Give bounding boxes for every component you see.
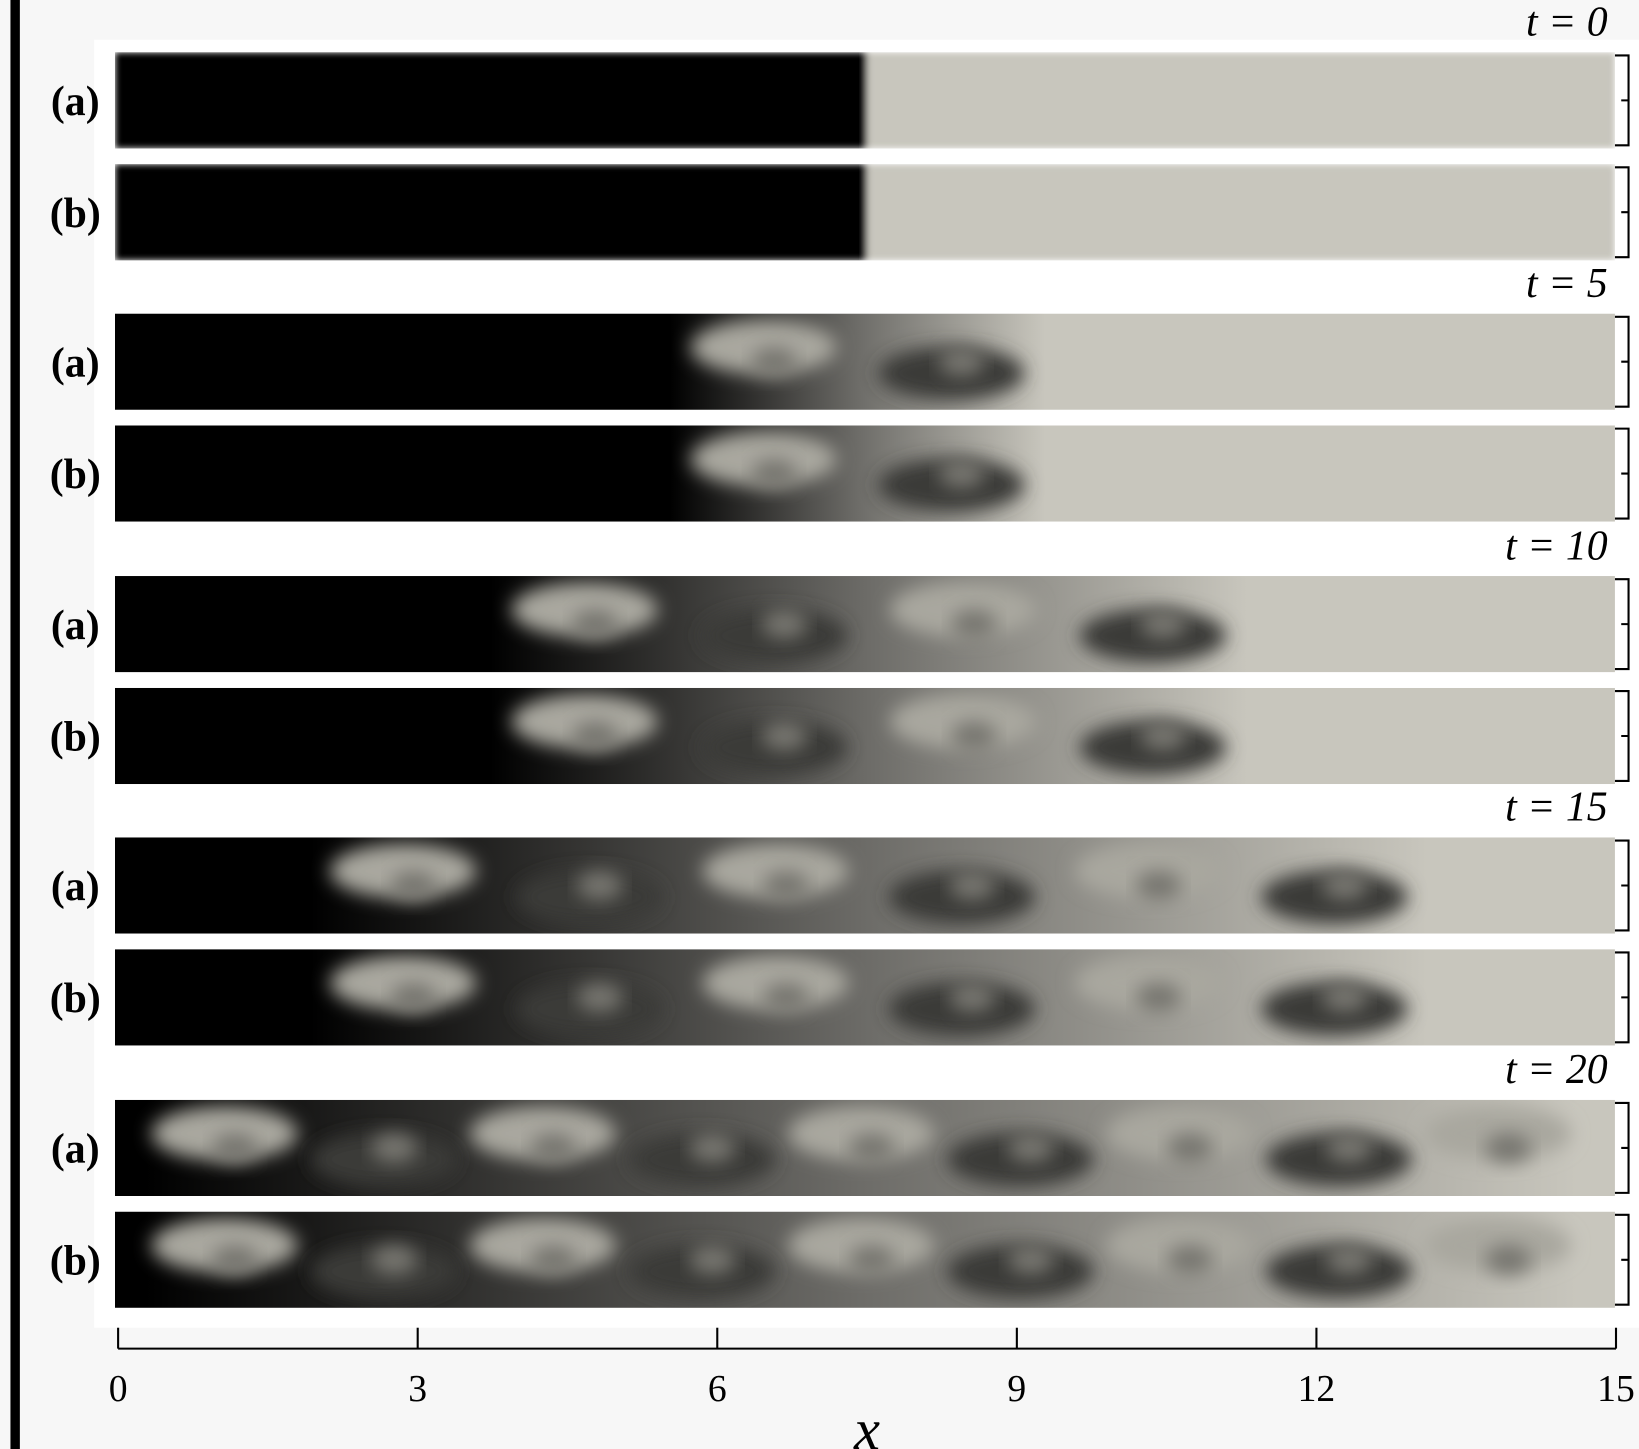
- simulation-strip: [115, 52, 1615, 148]
- tick-label: 15: [1597, 1368, 1635, 1410]
- vortex-core: [761, 721, 807, 750]
- time-label: t = 5: [1526, 261, 1608, 307]
- row-label: (b): [50, 191, 101, 237]
- vortex-core: [572, 721, 618, 750]
- vortex-core: [1326, 1133, 1372, 1162]
- vortex-core: [212, 1245, 258, 1274]
- x-axis: 0 3 6 9 12 15 x: [109, 1328, 1635, 1449]
- vortex-core: [1326, 1245, 1372, 1274]
- vortex-core: [530, 1245, 576, 1274]
- vortex-core: [577, 871, 623, 900]
- row-label: (b): [50, 976, 101, 1022]
- left-bar: [10, 0, 19, 1449]
- vortex-core: [1322, 871, 1368, 900]
- vortex-core: [1485, 1245, 1531, 1274]
- vortex-core: [761, 610, 807, 639]
- panels: t = 0 (a) (b) t = 5 (a) (b) t = 10 (a) (b) t = 15…: [50, 0, 1629, 1308]
- row-label: (b): [50, 1238, 101, 1284]
- simulation-strip: [115, 426, 1615, 522]
- row-label: (a): [51, 79, 100, 125]
- vortex-core: [1322, 983, 1368, 1012]
- row-label: (a): [51, 1127, 100, 1173]
- vortex-core: [1485, 1133, 1531, 1162]
- tick-label: 0: [109, 1368, 128, 1410]
- vortex-core: [951, 610, 997, 639]
- vortex-core: [1167, 1245, 1213, 1274]
- tick-label: 9: [1007, 1368, 1026, 1410]
- vortex-core: [212, 1133, 258, 1162]
- vortex-core: [751, 347, 797, 376]
- vortex-core: [949, 983, 995, 1012]
- row-label: (b): [50, 452, 101, 498]
- strip-fill: [115, 164, 1615, 260]
- vortex-core: [763, 871, 809, 900]
- tick-label: 3: [408, 1368, 427, 1410]
- simulation-strip: [115, 314, 1615, 410]
- vortex-core: [849, 1245, 895, 1274]
- row-label: (a): [51, 864, 100, 910]
- simulation-strip: [115, 949, 1615, 1045]
- simulation-strip: [115, 688, 1615, 784]
- vortex-core: [939, 459, 985, 488]
- vortex-core: [751, 459, 797, 488]
- vortex-core: [1136, 871, 1182, 900]
- vortex-core: [690, 1245, 736, 1274]
- simulation-strip: [115, 837, 1615, 933]
- vortex-core: [391, 983, 437, 1012]
- vortex-core: [1136, 983, 1182, 1012]
- time-label: t = 0: [1526, 0, 1608, 46]
- vortex-core: [371, 1133, 417, 1162]
- strip-fill: [115, 52, 1615, 148]
- strip-fill: [115, 688, 1615, 784]
- vortex-core: [1140, 721, 1186, 750]
- vortex-core: [951, 721, 997, 750]
- time-label: t = 10: [1505, 523, 1608, 569]
- strip-fill: [115, 426, 1615, 522]
- vortex-core: [1167, 1133, 1213, 1162]
- row-label: (b): [50, 715, 101, 761]
- vortex-core: [690, 1133, 736, 1162]
- axis-title: x: [853, 1397, 880, 1449]
- simulation-strip: [115, 576, 1615, 672]
- vortex-core: [1140, 610, 1186, 639]
- vortex-core: [572, 610, 618, 639]
- vortex-core: [371, 1245, 417, 1274]
- row-label: (a): [51, 340, 100, 386]
- tick-label: 12: [1298, 1368, 1336, 1410]
- time-label: t = 20: [1505, 1047, 1608, 1093]
- strip-fill: [115, 314, 1615, 410]
- time-label: t = 15: [1505, 785, 1608, 831]
- vortex-core: [530, 1133, 576, 1162]
- simulation-strip: [115, 164, 1615, 260]
- vortex-core: [763, 983, 809, 1012]
- vortex-core: [849, 1133, 895, 1162]
- vortex-core: [1008, 1133, 1054, 1162]
- strip-fill: [115, 576, 1615, 672]
- simulation-strip: [115, 1212, 1615, 1308]
- vortex-core: [939, 347, 985, 376]
- row-label: (a): [51, 603, 100, 649]
- figure: t = 0 (a) (b) t = 5 (a) (b) t = 10 (a) (b) t = 15…: [0, 0, 1639, 1449]
- tick-label: 6: [708, 1368, 727, 1410]
- vortex-core: [1008, 1245, 1054, 1274]
- vortex-core: [949, 871, 995, 900]
- vortex-core: [577, 983, 623, 1012]
- vortex-core: [391, 871, 437, 900]
- simulation-strip: [115, 1100, 1615, 1196]
